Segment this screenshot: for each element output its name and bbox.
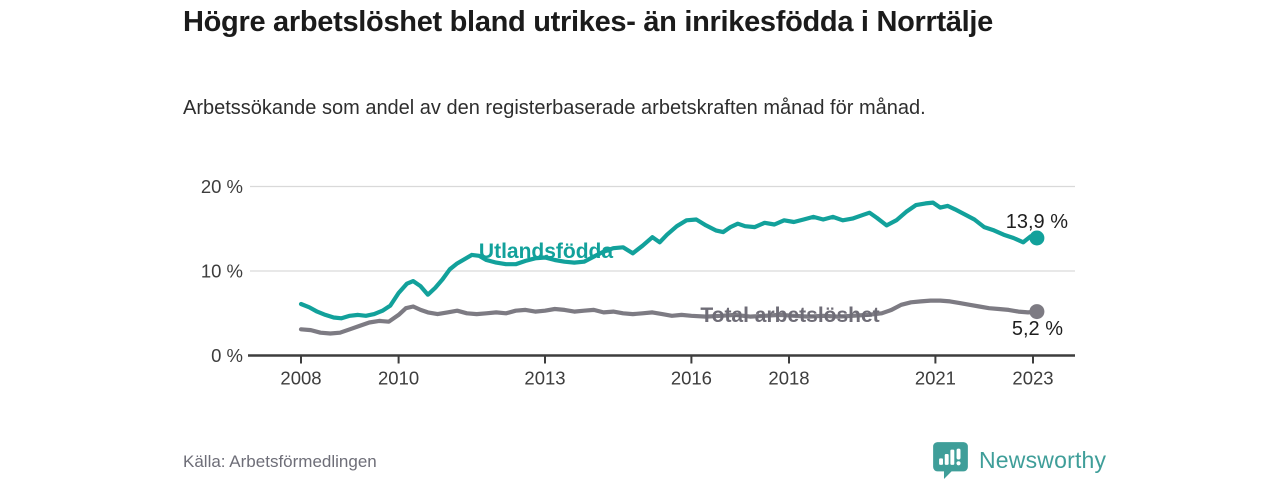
page-title: Högre arbetslöshet bland utrikes- än inr… — [183, 6, 993, 38]
y-tick-label: 0 % — [211, 345, 243, 366]
x-tick-label: 2013 — [524, 368, 565, 389]
line-total-arbetsloshet — [298, 298, 1040, 336]
y-tick-label: 10 % — [201, 261, 243, 282]
chart-subtitle: Arbetssökande som andel av den registerb… — [183, 97, 926, 119]
series-label-utlandsfodda: Utlandsfödda — [479, 240, 613, 263]
endpoint-dot-utlandsfodda — [1029, 230, 1045, 246]
source-note: Källa: Arbetsförmedlingen — [183, 452, 377, 471]
line-utlandsfodda — [298, 200, 1040, 321]
x-axis — [248, 354, 1075, 364]
y-tick-label: 20 % — [201, 176, 243, 197]
speech-bubble-bar-chart-icon — [933, 442, 968, 479]
gridlines — [250, 185, 1075, 272]
x-tick-label: 2016 — [671, 368, 712, 389]
endpoint-dot-total — [1029, 304, 1045, 320]
x-tick-label: 2010 — [378, 368, 419, 389]
x-tick-label: 2008 — [280, 368, 321, 389]
x-tick-label: 2023 — [1012, 368, 1053, 389]
axis-tick-labels: 0 % 10 % 20 % 2008 2010 2013 2016 2018 2021 2023 — [201, 176, 1054, 389]
series-label-total: Total arbetslöshet — [700, 304, 879, 327]
end-value-utlandsfodda: 13,9 % — [1006, 211, 1068, 233]
x-tick-label: 2018 — [768, 368, 809, 389]
end-value-total: 5,2 % — [1012, 318, 1063, 340]
brand-name: Newsworthy — [979, 446, 1107, 473]
x-tick-label: 2021 — [915, 368, 956, 389]
brand-logo: Newsworthy — [932, 441, 1106, 479]
